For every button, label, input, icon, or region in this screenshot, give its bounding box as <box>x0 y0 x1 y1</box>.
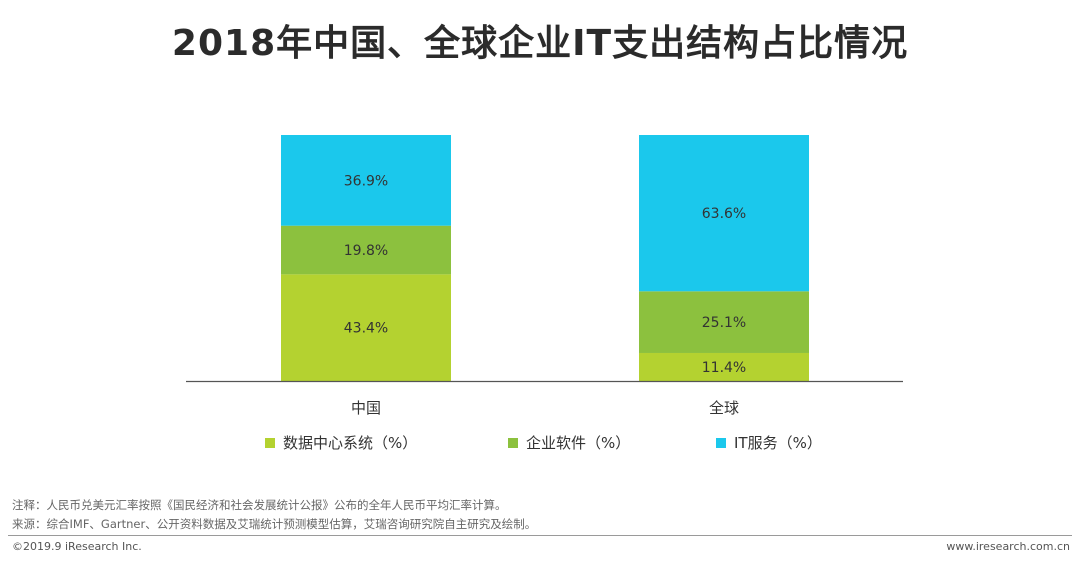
legend-label-datacenter: 数据中心系统（%） <box>283 434 418 452</box>
legend-item-software: 企业软件（%） <box>508 432 630 453</box>
footer-copyright: ©2019.9 iResearch Inc. <box>12 540 142 553</box>
bar-segment-global-itservice <box>639 135 809 292</box>
data-label-global-itservice: 63.6% <box>702 206 746 222</box>
note-exchange-rate: 注释：人民币兑美元汇率按照《国民经济和社会发展统计公报》公布的全年人民币平均汇率… <box>12 498 507 512</box>
footer-url[interactable]: www.iresearch.com.cn <box>946 540 1070 553</box>
legend-swatch-software <box>508 437 518 448</box>
source-notes: 注释：人民币兑美元汇率按照《国民经济和社会发展统计公报》公布的全年人民币平均汇率… <box>12 496 536 534</box>
legend-item-itservice: IT服务（%） <box>716 432 822 453</box>
chart-legend: 数据中心系统（%） 企业软件（%） IT服务（%） <box>0 432 1080 454</box>
stacked-bar-chart: 43.4% 19.8% 36.9% 中国 11.4% 25.1% 63.6% 全球 <box>186 135 903 417</box>
bar-segment-china-software <box>281 225 451 275</box>
bar-segment-china-itservice <box>281 135 451 226</box>
x-tick-label-china: 中国 <box>351 399 381 417</box>
data-label-global-datacenter: 11.4% <box>702 360 746 376</box>
legend-label-itservice: IT服务（%） <box>734 434 822 452</box>
footer-divider <box>8 535 1072 536</box>
x-tick-label-global: 全球 <box>709 399 739 417</box>
data-label-global-software: 25.1% <box>702 315 746 331</box>
data-label-china-datacenter: 43.4% <box>344 321 388 337</box>
legend-swatch-datacenter <box>265 437 275 448</box>
bar-segment-global-software <box>639 291 809 353</box>
bar-segment-china-datacenter <box>281 274 451 381</box>
legend-label-software: 企业软件（%） <box>526 434 631 452</box>
bar-segment-global-datacenter <box>639 352 809 381</box>
data-label-china-software: 19.8% <box>344 243 388 259</box>
chart-title: 2018年中国、全球企业IT支出结构占比情况 <box>171 23 909 64</box>
legend-swatch-itservice <box>716 437 726 448</box>
legend-item-datacenter: 数据中心系统（%） <box>265 432 417 453</box>
note-source: 来源：综合IMF、Gartner、公开资料数据及艾瑞统计预测模型估算，艾瑞咨询研… <box>12 517 537 531</box>
data-label-china-itservice: 36.9% <box>344 173 388 189</box>
